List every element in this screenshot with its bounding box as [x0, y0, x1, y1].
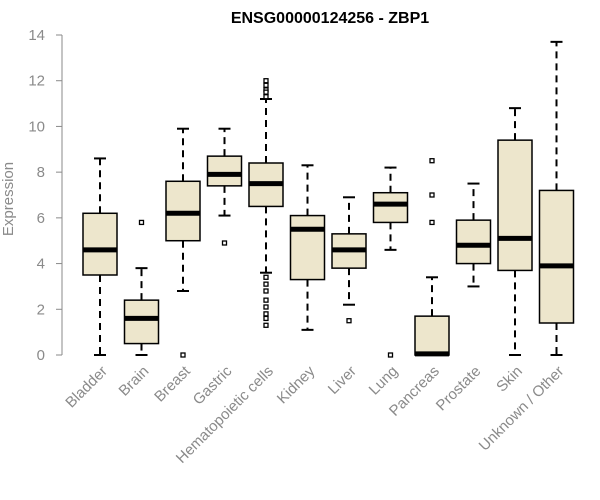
y-tick-label: 0 [37, 347, 45, 364]
iqr-box [455, 219, 492, 265]
outlier-point [263, 94, 269, 100]
box-gastric [206, 127, 243, 246]
y-tick-label: 2 [37, 301, 45, 318]
y-tick-label: 8 [37, 164, 45, 181]
category-label-skin: Skin [493, 363, 526, 396]
box-lung [372, 166, 409, 358]
category-label-kidney: Kidney [274, 362, 319, 407]
box-bladder [82, 157, 118, 356]
box-brain [123, 219, 160, 356]
box-kidney [289, 164, 326, 331]
box-liver [331, 196, 367, 324]
y-axis: 0 2 4 6 8 10 12 14 [28, 27, 63, 364]
outlier-point [263, 274, 269, 280]
outlier-point [263, 89, 269, 95]
outlier-point [263, 78, 269, 84]
box-breast [165, 127, 201, 358]
outlier-point [138, 219, 145, 226]
outlier-point [263, 297, 269, 303]
iqr-box [538, 189, 575, 324]
outlier-point [180, 352, 186, 358]
y-tick-label: 12 [28, 73, 45, 90]
outlier-point [263, 281, 269, 287]
category-label-brain: Brain [116, 363, 153, 400]
y-tick-label: 6 [37, 210, 45, 227]
outlier-point [429, 158, 435, 164]
box-pancreas [414, 158, 450, 357]
outlier-point [263, 315, 269, 322]
y-tick-label: 4 [37, 256, 45, 273]
outlier-point [263, 288, 269, 294]
outlier-point [263, 311, 269, 317]
outlier-point [429, 219, 435, 226]
outlier-point [221, 240, 228, 246]
outlier-point [263, 322, 269, 328]
iqr-box [206, 155, 243, 187]
category-label-liver: Liver [325, 363, 360, 398]
box-prostate [455, 182, 492, 288]
y-axis-label: Expression [0, 162, 17, 236]
iqr-box [372, 191, 409, 224]
box-hematopoietic-cells [248, 78, 284, 328]
category-label-breast: Breast [151, 362, 194, 405]
box-unknown-other [538, 40, 575, 356]
iqr-box [497, 139, 533, 272]
y-tick-label: 14 [28, 27, 45, 44]
category-label-prostate: Prostate [433, 363, 485, 415]
iqr-box [414, 315, 450, 356]
box-skin [497, 107, 533, 356]
category-label-lung: Lung [366, 363, 402, 399]
boxes-layer [82, 40, 575, 358]
chart-title: ENSG00000124256 - ZBP1 [231, 10, 429, 27]
outlier-point [263, 82, 269, 88]
y-tick-label: 10 [28, 118, 45, 135]
category-label-bladder: Bladder [62, 363, 111, 412]
outlier-point [263, 304, 269, 310]
iqr-box [289, 214, 326, 281]
outlier-point [387, 352, 394, 358]
outlier-point [429, 192, 435, 198]
iqr-box [123, 299, 160, 345]
iqr-box [82, 212, 118, 276]
outlier-point [346, 318, 352, 324]
